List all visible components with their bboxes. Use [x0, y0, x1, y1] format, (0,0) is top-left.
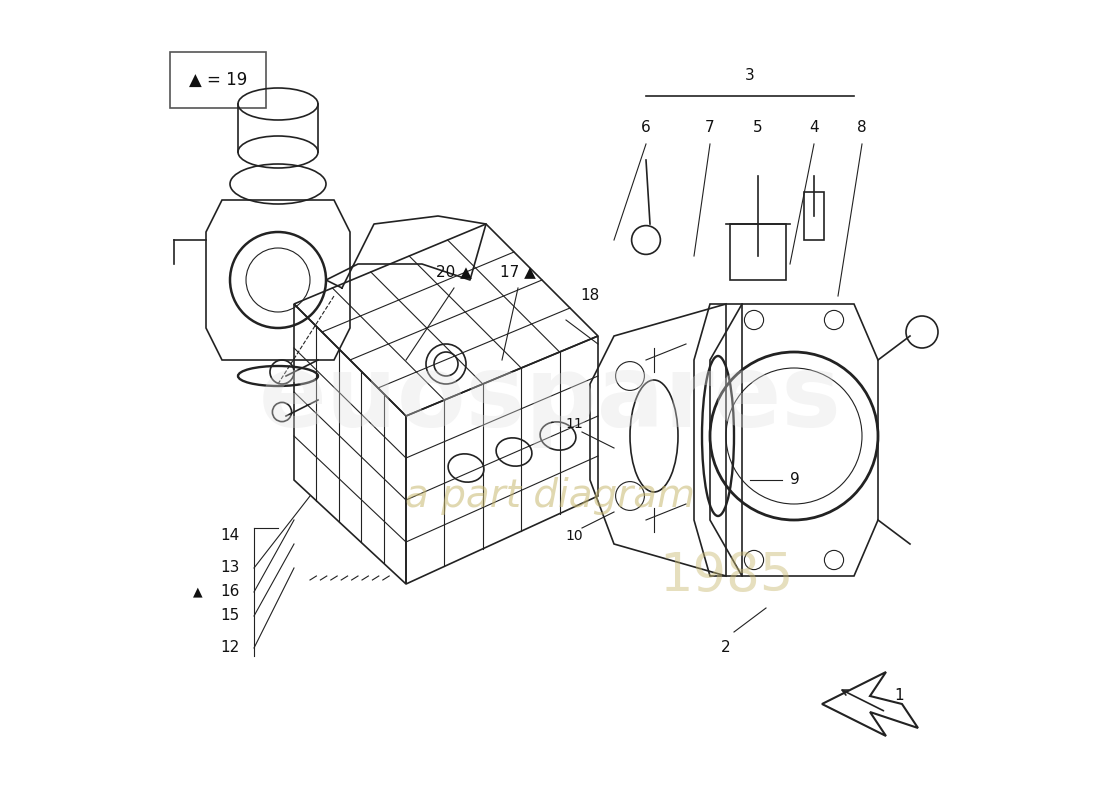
Text: 10: 10 [565, 529, 583, 543]
Text: 11: 11 [565, 417, 583, 431]
FancyBboxPatch shape [170, 52, 266, 108]
Polygon shape [822, 672, 918, 736]
Text: 20 ▲: 20 ▲ [436, 265, 472, 279]
Text: 17 ▲: 17 ▲ [500, 265, 536, 279]
Text: 7: 7 [705, 121, 715, 135]
Text: a part diagram: a part diagram [405, 477, 695, 515]
Bar [730, 224, 786, 280]
Bar [804, 192, 824, 240]
Text: 3: 3 [745, 69, 755, 83]
Text: 4: 4 [810, 121, 818, 135]
Text: ▲ = 19: ▲ = 19 [189, 71, 248, 89]
Text: 18: 18 [581, 289, 600, 303]
Text: 9: 9 [790, 473, 800, 487]
Text: 8: 8 [857, 121, 867, 135]
Text: euospares: euospares [258, 351, 842, 449]
Text: 15: 15 [220, 609, 240, 623]
Text: 14: 14 [220, 529, 240, 543]
Text: ▲: ▲ [194, 586, 202, 598]
Text: 6: 6 [641, 121, 651, 135]
Text: 5: 5 [754, 121, 762, 135]
Text: 16: 16 [220, 585, 240, 599]
Text: 1985: 1985 [659, 550, 793, 602]
Text: 13: 13 [220, 561, 240, 575]
Text: 12: 12 [220, 641, 240, 655]
Text: 1: 1 [894, 689, 903, 703]
Text: 2: 2 [722, 641, 730, 655]
